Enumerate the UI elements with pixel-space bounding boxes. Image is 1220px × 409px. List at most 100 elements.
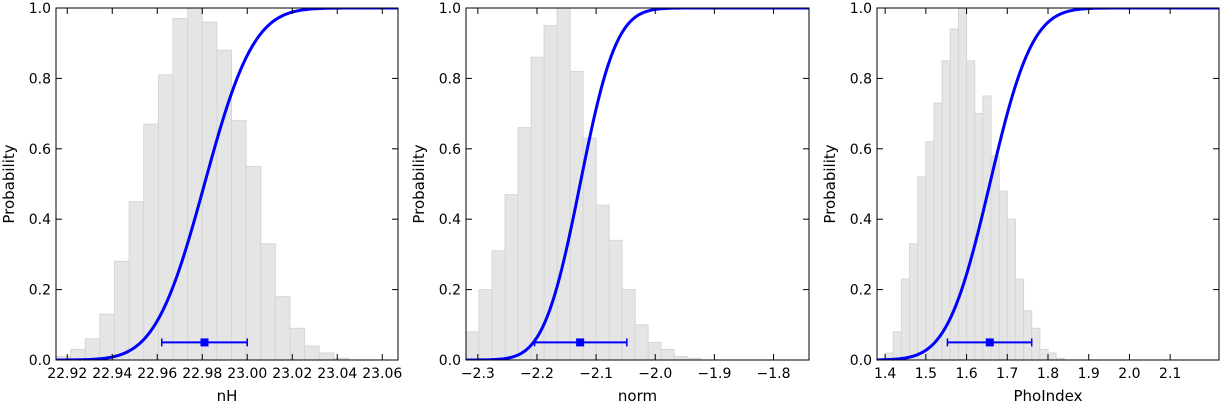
histogram-bar <box>245 165 262 360</box>
x-tick-label: 23.04 <box>317 366 357 382</box>
histogram-bar <box>99 313 115 360</box>
histogram-bar <box>128 201 145 360</box>
x-tick-label: 1.8 <box>1037 366 1059 382</box>
y-tick-label: 0.2 <box>29 283 51 299</box>
histogram-bar <box>1006 218 1016 360</box>
histogram-bar <box>933 102 943 360</box>
histogram-bar <box>318 352 335 360</box>
histogram-bar <box>569 70 584 360</box>
x-tick-label: 1.9 <box>1078 366 1100 382</box>
x-tick-label: 2.1 <box>1159 366 1181 382</box>
histogram-bar <box>231 120 247 360</box>
histogram-bar <box>556 8 571 360</box>
histogram-bar <box>478 289 493 360</box>
histogram-bar <box>466 331 480 360</box>
y-tick-label: 0.6 <box>29 142 51 158</box>
x-tick-label: 22.92 <box>47 366 87 382</box>
chart-panel-2: −2.3 −2.2 −2.1 −2.0 −1.9 −1.8 0.0 0.2 0.4 0.6 0.8 1… <box>410 1 810 405</box>
errorbar-marker <box>576 338 585 347</box>
y-axis-label: Probability <box>821 144 839 223</box>
histogram-bar <box>260 243 276 360</box>
y-tick-label: 0.4 <box>29 212 51 228</box>
x-axis-label: PhoIndex <box>1013 387 1082 405</box>
histogram-bar <box>892 331 902 360</box>
histogram-bar <box>909 243 919 360</box>
plot-area <box>877 8 1219 360</box>
histogram-bar <box>966 60 976 360</box>
x-tick-label: −2.0 <box>638 366 672 382</box>
axes-frame <box>55 7 399 361</box>
histogram-bar <box>660 348 675 360</box>
histogram-bar <box>530 56 545 360</box>
histogram-bar <box>998 190 1008 360</box>
histogram-bar <box>673 355 688 360</box>
histogram-bar <box>504 194 519 360</box>
x-tick-label: −2.1 <box>579 366 613 382</box>
histogram-bar <box>900 278 911 360</box>
y-tick-label: 0.8 <box>29 71 51 87</box>
histogram-bar <box>941 60 951 360</box>
plot-area <box>56 8 398 360</box>
y-tick-label: 0.2 <box>850 283 872 299</box>
x-tick-label: 1.7 <box>996 366 1018 382</box>
cdf-curve <box>466 8 809 360</box>
histogram-bar <box>634 324 649 360</box>
histogram-bar <box>1047 352 1057 360</box>
y-tick-label: 0.0 <box>850 353 872 369</box>
y-tick-label: 1.0 <box>439 1 461 17</box>
y-tick-label: 0.6 <box>850 142 872 158</box>
x-tick-label: 1.5 <box>915 366 937 382</box>
histogram-bar <box>84 338 101 360</box>
cdf-curve <box>877 8 1219 360</box>
y-axis-label: Probability <box>0 144 18 223</box>
y-tick-label: 1.0 <box>29 1 51 17</box>
y-axis-label: Probability <box>410 144 428 223</box>
x-tick-label: 1.4 <box>874 366 896 382</box>
y-tick-label: 0.4 <box>850 212 872 228</box>
x-tick-label: −2.2 <box>520 366 554 382</box>
y-tick-label: 0.6 <box>439 142 461 158</box>
x-axis-label: norm <box>618 387 657 405</box>
x-tick-label: 23.02 <box>272 366 312 382</box>
histogram-bar <box>582 137 597 360</box>
x-tick-label: 23.06 <box>362 366 402 382</box>
histogram-bar <box>201 21 218 360</box>
y-tick-label: 0.8 <box>850 71 872 87</box>
chart-panel-1: 22.92 22.94 22.96 22.98 23.00 23.02 23.04 23.06… <box>0 1 402 405</box>
histogram-bar <box>304 345 320 360</box>
x-tick-label: 1.6 <box>955 366 977 382</box>
histogram-bar <box>990 155 1000 360</box>
chart-panel-3: 1.4 1.5 1.6 1.7 1.8 1.9 2.0 2.1 0.0 0.2 0.4 0.6 0.8 1… <box>821 1 1220 405</box>
histogram-bar <box>917 176 927 360</box>
histogram-bar <box>1039 348 1049 360</box>
histogram-bar <box>274 296 291 360</box>
x-tick-label: −1.9 <box>697 366 731 382</box>
y-tick-label: 0.2 <box>439 283 461 299</box>
histogram-bar <box>491 250 506 360</box>
y-tick-label: 0.0 <box>29 353 51 369</box>
x-tick-label: 22.94 <box>92 366 132 382</box>
y-tick-label: 0.8 <box>439 71 461 87</box>
histogram-bar <box>517 127 532 360</box>
x-tick-label: 2.0 <box>1118 366 1140 382</box>
axes-frame <box>465 7 810 361</box>
histogram-bar <box>925 141 935 360</box>
errorbar-marker <box>200 338 209 347</box>
x-tick-label: 22.96 <box>137 366 177 382</box>
x-tick-label: −2.3 <box>461 366 495 382</box>
histogram-bar <box>187 8 203 360</box>
histogram-bar <box>621 289 636 360</box>
histogram-bar <box>1014 278 1025 360</box>
y-tick-label: 0.0 <box>439 353 461 369</box>
histogram-bar <box>1031 327 1041 360</box>
histogram-bar <box>289 327 306 360</box>
histogram-bar <box>647 341 662 360</box>
errorbar-marker <box>985 338 994 347</box>
x-tick-label: 22.98 <box>182 366 222 382</box>
histogram-bar <box>114 260 130 360</box>
x-tick-label: −1.8 <box>757 366 791 382</box>
x-tick-label: 23.00 <box>227 366 267 382</box>
histogram-bar <box>1023 310 1033 360</box>
